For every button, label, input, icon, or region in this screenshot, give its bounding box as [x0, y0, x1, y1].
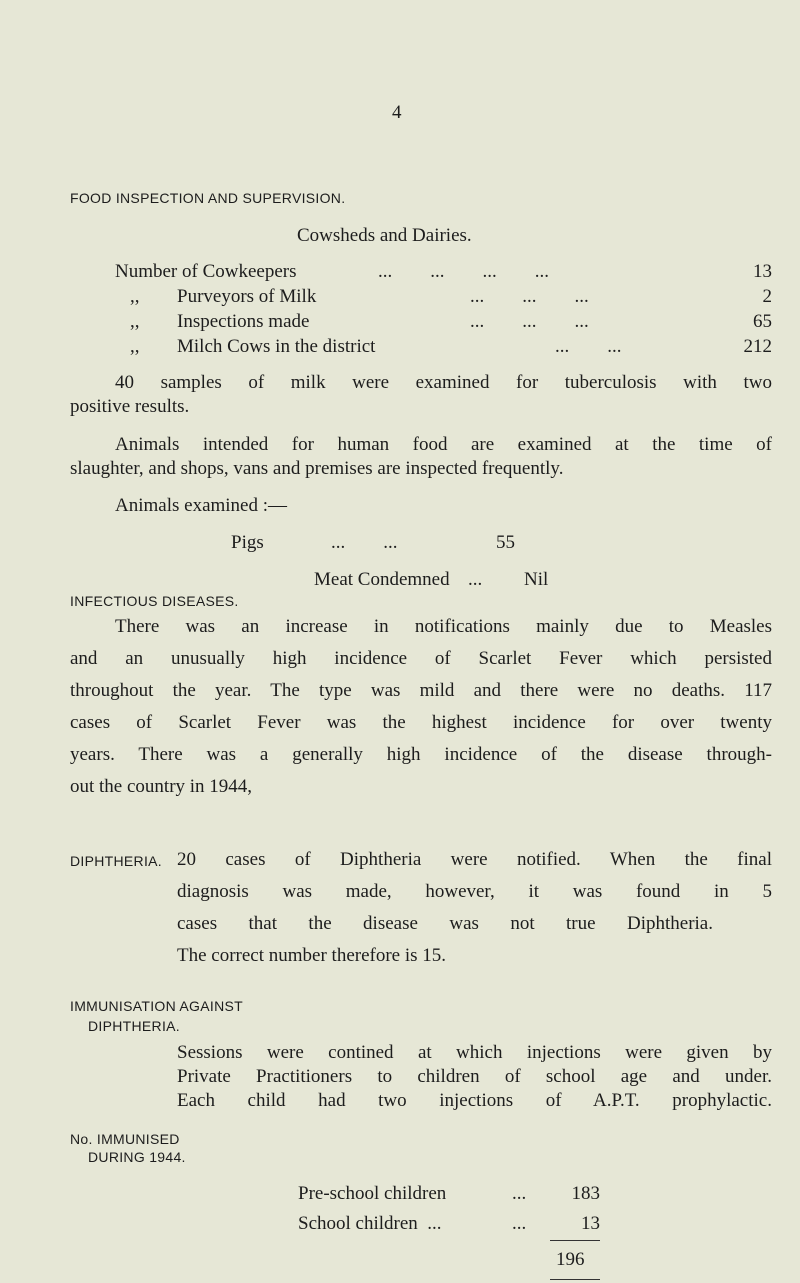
- diphtheria-line: diagnosis was made, however, it was foun…: [177, 881, 772, 902]
- immunisation-line: Private Practitioners to children of sch…: [177, 1066, 772, 1087]
- meat-value: Nil: [524, 569, 549, 590]
- sum-rule: [550, 1240, 600, 1241]
- row-label: Inspections made: [177, 311, 310, 332]
- milk-paragraph-line: positive results.: [70, 396, 190, 417]
- meat-label: Meat Condemned: [314, 569, 450, 590]
- row-dots: ... ... ...: [470, 286, 589, 307]
- row-label: Milch Cows in the district: [177, 336, 376, 357]
- diphtheria-heading: DIPHTHERIA.: [70, 853, 162, 869]
- diphtheria-line: cases that the disease was not true Diph…: [177, 913, 713, 934]
- row-dots: ...: [512, 1213, 527, 1234]
- total-rule: [550, 1279, 600, 1280]
- row-dots: ... ... ...: [470, 311, 589, 332]
- immunised-heading: DURING 1944.: [88, 1149, 186, 1165]
- food-heading: FOOD INSPECTION AND SUPERVISION.: [70, 190, 346, 206]
- row-value: 13: [581, 1213, 600, 1234]
- row-dots: ... ... ... ...: [378, 261, 549, 282]
- infectious-line: and an unusually high incidence of Scarl…: [70, 648, 772, 669]
- animals-paragraph-line: Animals intended for human food are exam…: [115, 434, 772, 455]
- immunisation-heading: DIPHTHERIA.: [88, 1018, 180, 1034]
- pigs-value: 55: [496, 532, 515, 553]
- row-dots: ... ...: [555, 336, 622, 357]
- ditto-mark: ,,: [130, 336, 140, 357]
- row-dots: ...: [512, 1183, 527, 1204]
- row-label: School children ...: [298, 1213, 442, 1234]
- animals-examined-label: Animals examined :—: [115, 495, 288, 516]
- infectious-line: cases of Scarlet Fever was the highest i…: [70, 712, 772, 733]
- immunisation-line: Each child had two injections of A.P.T. …: [177, 1090, 772, 1111]
- pigs-label: Pigs: [231, 532, 264, 553]
- infectious-line: years. There was a generally high incide…: [70, 744, 772, 765]
- milk-paragraph-line: 40 samples of milk were examined for tub…: [115, 372, 772, 393]
- pigs-dots: ... ...: [331, 532, 398, 553]
- infectious-heading: INFECTIOUS DISEASES.: [70, 593, 239, 609]
- infectious-line: There was an increase in notifications m…: [115, 616, 772, 637]
- immunisation-heading: IMMUNISATION AGAINST: [70, 998, 243, 1014]
- row-label: Pre-school children: [298, 1183, 447, 1204]
- total-value: 196: [556, 1249, 585, 1270]
- immunisation-line: Sessions were contined at which injectio…: [177, 1042, 772, 1063]
- infectious-line: out the country in 1944,: [70, 776, 253, 797]
- row-value: 212: [743, 336, 773, 357]
- row-value: 2: [762, 286, 773, 307]
- diphtheria-line: The correct number therefore is 15.: [177, 945, 447, 966]
- diphtheria-line: 20 cases of Diphtheria were notified. Wh…: [177, 849, 772, 870]
- page-number: 4: [392, 102, 402, 123]
- infectious-line: throughout the year. The type was mild a…: [70, 680, 772, 701]
- row-label: Number of Cowkeepers: [115, 261, 297, 282]
- row-label: Purveyors of Milk: [177, 286, 317, 307]
- immunised-heading: No. IMMUNISED: [70, 1131, 180, 1147]
- animals-paragraph-line: slaughter, and shops, vans and premises …: [70, 458, 564, 479]
- meat-dots: ...: [468, 569, 483, 590]
- ditto-mark: ,,: [130, 311, 140, 332]
- row-value: 13: [753, 261, 772, 282]
- row-value: 65: [753, 311, 772, 332]
- ditto-mark: ,,: [130, 286, 140, 307]
- row-value: 183: [571, 1183, 601, 1204]
- cowsheds-subheading: Cowsheds and Dairies.: [297, 225, 472, 246]
